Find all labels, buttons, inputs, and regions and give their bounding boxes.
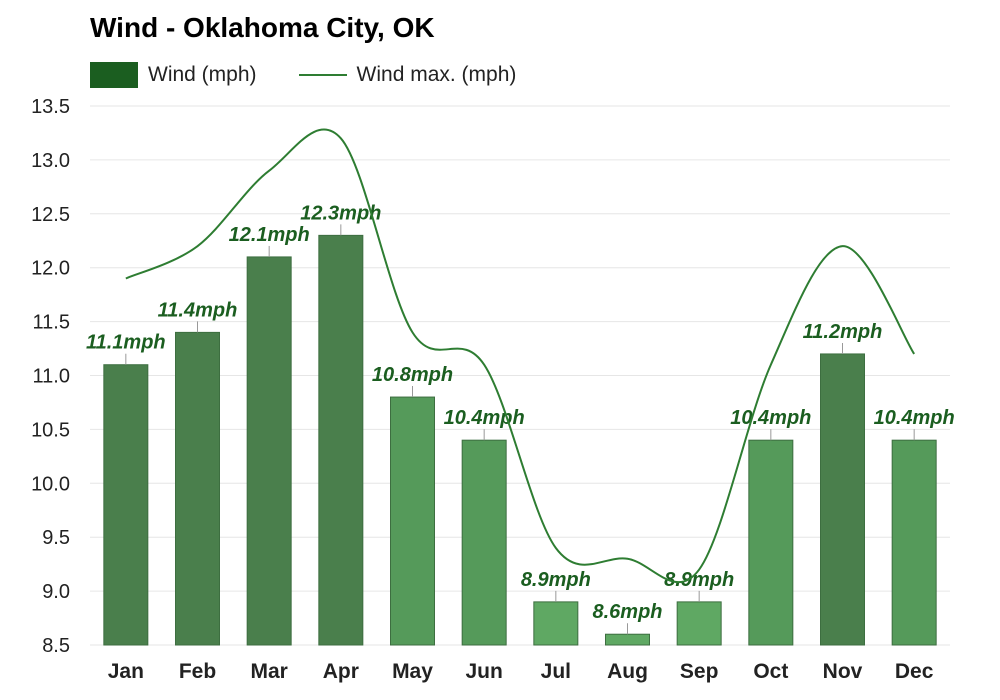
data-label: 11.1mph	[86, 332, 166, 354]
y-tick-label: 10.0	[31, 473, 70, 495]
data-label: 12.3mph	[300, 202, 381, 224]
x-tick-label: Nov	[823, 660, 863, 683]
bar-dec	[891, 439, 937, 646]
x-tick-label: Sep	[680, 660, 719, 683]
x-tick-label: Jul	[541, 660, 571, 683]
y-tick-label: 11.5	[33, 312, 70, 334]
bar-sep	[676, 601, 722, 646]
bar-may	[390, 396, 435, 646]
legend-swatch-bar	[90, 62, 138, 88]
legend-label-wind-max: Wind max. (mph)	[356, 63, 517, 86]
bar-apr	[318, 234, 364, 646]
data-label: 8.6mph	[592, 601, 662, 623]
x-tick-label: Dec	[895, 660, 934, 683]
legend-item-wind[interactable]: Wind (mph)	[90, 62, 257, 88]
data-label: 8.9mph	[521, 569, 591, 591]
y-tick-label: 8.5	[42, 635, 70, 657]
y-tick-label: 9.0	[42, 581, 70, 603]
x-tick-label: Apr	[323, 660, 359, 683]
data-label: 11.2mph	[803, 321, 883, 343]
bar-feb	[175, 331, 220, 646]
x-tick-label: Mar	[250, 660, 287, 683]
y-tick-label: 13.0	[31, 150, 70, 172]
y-tick-label: 12.5	[31, 204, 70, 226]
bar-oct	[748, 439, 794, 646]
legend: Wind (mph) Wind max. (mph)	[90, 60, 558, 90]
y-tick-label: 10.5	[31, 419, 70, 441]
y-tick-label: 12.0	[31, 258, 70, 280]
y-tick-label: 13.5	[31, 96, 70, 118]
legend-item-wind-max[interactable]: Wind max. (mph)	[298, 63, 517, 87]
bar-mar	[246, 256, 292, 646]
bar-aug	[605, 633, 650, 646]
data-label: 10.4mph	[444, 407, 525, 429]
x-tick-label: Jun	[465, 660, 502, 683]
bar-jun	[461, 439, 507, 646]
data-label: 10.4mph	[874, 407, 955, 429]
data-label: 10.8mph	[372, 364, 453, 386]
series-line-wind-max	[125, 128, 916, 584]
y-tick-label: 9.5	[42, 527, 70, 549]
legend-swatch-line	[298, 74, 347, 76]
data-label: 11.4mph	[158, 299, 238, 321]
x-tick-label: May	[392, 660, 433, 683]
bar-jan	[103, 364, 149, 646]
chart-title: Wind - Oklahoma City, OK	[90, 12, 435, 43]
x-tick-label: Jan	[108, 660, 144, 683]
x-tick-label: Oct	[753, 660, 788, 683]
data-label: 10.4mph	[730, 407, 811, 429]
y-tick-label: 11.0	[33, 366, 70, 388]
x-tick-label: Aug	[607, 660, 648, 683]
data-label: 8.9mph	[664, 569, 734, 591]
data-label: 12.1mph	[229, 224, 310, 246]
bar-jul	[533, 601, 579, 646]
x-tick-label: Feb	[179, 660, 216, 683]
bar-nov	[820, 353, 865, 646]
legend-label-wind: Wind (mph)	[148, 63, 257, 86]
